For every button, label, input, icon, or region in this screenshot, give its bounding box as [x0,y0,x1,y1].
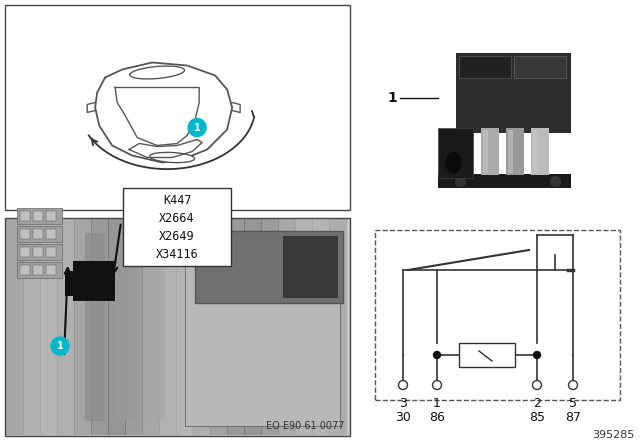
Bar [46,211,56,221]
Bar [123,188,231,266]
Bar [40,219,58,435]
Circle shape [433,352,440,358]
Bar [46,265,56,275]
Bar [65,271,77,296]
Bar [5,218,350,436]
Text: 86: 86 [429,410,445,423]
Bar [532,130,538,173]
Bar [5,5,350,210]
Bar [438,174,570,188]
Bar [531,128,548,175]
Text: X34116: X34116 [156,247,198,260]
Bar [278,219,296,435]
Bar [508,130,513,173]
Text: X2649: X2649 [159,229,195,242]
Bar [91,219,109,435]
Bar [458,56,511,78]
Bar [17,208,62,224]
Bar [456,53,570,133]
Bar [115,233,135,421]
Bar [33,211,43,221]
Ellipse shape [150,152,195,163]
Bar [375,230,620,400]
Bar [125,219,143,435]
Text: 87: 87 [565,410,581,423]
Bar [513,56,566,78]
Bar [193,219,211,435]
Circle shape [532,380,541,389]
Text: 1: 1 [56,341,63,351]
Bar [176,219,194,435]
Bar [483,130,488,173]
Bar [283,236,338,298]
Circle shape [433,380,442,389]
Bar [195,231,343,303]
Circle shape [550,177,561,187]
Text: 2: 2 [533,396,541,409]
Circle shape [188,119,206,137]
Ellipse shape [445,152,461,174]
Text: 3: 3 [399,396,407,409]
Bar [20,229,30,239]
Circle shape [534,352,541,358]
Bar [227,219,245,435]
Bar [20,247,30,257]
Polygon shape [129,139,202,158]
Bar [370,5,630,200]
Bar [17,262,62,278]
Bar [73,261,115,301]
Bar [46,247,56,257]
Bar [20,211,30,221]
Bar [74,219,92,435]
Bar [6,219,24,435]
Bar [438,128,472,178]
Bar [33,247,43,257]
Text: 1: 1 [387,91,397,105]
Circle shape [568,380,577,389]
Circle shape [399,380,408,389]
Circle shape [456,177,465,187]
Circle shape [51,337,69,355]
Bar [17,226,62,242]
Text: K447: K447 [163,194,191,207]
Ellipse shape [130,66,184,79]
Bar [159,219,177,435]
Text: EO E90 61 0077: EO E90 61 0077 [266,421,345,431]
Bar [17,244,62,260]
Bar [185,263,340,426]
Bar [33,229,43,239]
Bar [312,219,330,435]
Bar [244,219,262,435]
Bar [85,233,105,421]
Text: 395285: 395285 [593,430,635,440]
Bar [295,219,313,435]
Text: X2664: X2664 [159,211,195,224]
Bar [261,219,279,435]
Bar [481,128,499,175]
Text: 1: 1 [194,122,200,133]
Text: 85: 85 [529,410,545,423]
Bar [142,219,160,435]
Bar [210,219,228,435]
Polygon shape [115,87,199,146]
Bar [145,233,165,421]
Bar [57,219,75,435]
Bar [108,219,126,435]
Bar [459,343,515,367]
Text: 30: 30 [395,410,411,423]
Bar [20,265,30,275]
Bar [329,219,347,435]
Bar [506,128,524,175]
Polygon shape [95,63,232,163]
Bar [33,265,43,275]
Text: 5: 5 [569,396,577,409]
Bar [46,229,56,239]
Bar [23,219,41,435]
Text: 1: 1 [433,396,441,409]
